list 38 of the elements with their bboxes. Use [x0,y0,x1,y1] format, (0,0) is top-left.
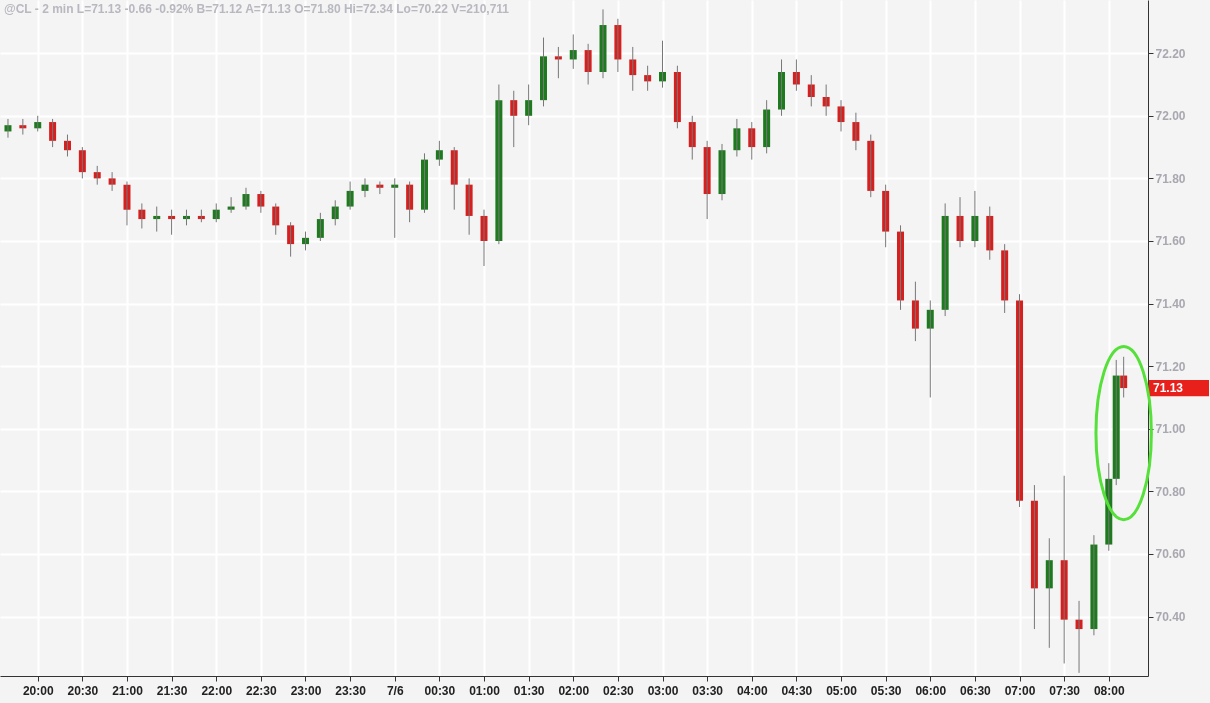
x-tick-label: 03:30 [692,683,724,698]
x-tick-label: 23:00 [290,683,322,698]
y-tick-label: 71.00 [1155,422,1186,437]
y-tick-label: 72.00 [1155,109,1186,124]
x-tick-label: 21:30 [156,683,188,698]
x-tick-label: 21:00 [112,683,144,698]
x-tick-label: 00:30 [424,683,456,698]
y-tick-label: 70.80 [1155,484,1186,499]
x-tick-label: 04:30 [781,683,813,698]
y-tick-label: 70.60 [1155,547,1186,562]
y-tick-label: 70.40 [1155,610,1186,625]
y-tick-label: 71.20 [1155,359,1186,374]
x-tick-label: 01:30 [513,683,545,698]
x-tick-label: 20:30 [67,683,99,698]
x-tick-label: 08:00 [1093,683,1125,698]
x-tick-label: 06:30 [960,683,992,698]
y-tick-label: 72.20 [1155,46,1186,61]
x-tick-label: 23:30 [335,683,367,698]
y-tick-label: 71.80 [1155,171,1186,186]
x-tick-label: 22:00 [201,683,233,698]
x-tick-label: 07:00 [1004,683,1036,698]
y-tick-label: 71.40 [1155,297,1186,312]
x-tick-label: 7/6 [386,683,404,698]
x-tick-label: 20:00 [22,683,54,698]
y-tick-label: 71.60 [1155,234,1186,249]
x-tick-label: 22:30 [246,683,278,698]
x-tick-label: 01:00 [469,683,501,698]
x-tick-label: 03:00 [647,683,679,698]
x-tick-label: 06:00 [915,683,947,698]
chart-title: @CL - 2 min L=71.13 -0.66 -0.92% B=71.12 A=71.13 O=71.80 Hi=72.34 Lo=70.22 V=210,711 [4,2,510,16]
x-tick-label: 02:30 [603,683,635,698]
x-tick-label: 07:30 [1049,683,1081,698]
x-tick-label: 02:00 [558,683,590,698]
candlestick [435,140,443,167]
x-tick-label: 05:00 [826,683,858,698]
x-tick-label: 05:30 [870,683,902,698]
x-tick-label: 04:00 [736,683,768,698]
annotation: 71.13 [1153,381,1184,396]
